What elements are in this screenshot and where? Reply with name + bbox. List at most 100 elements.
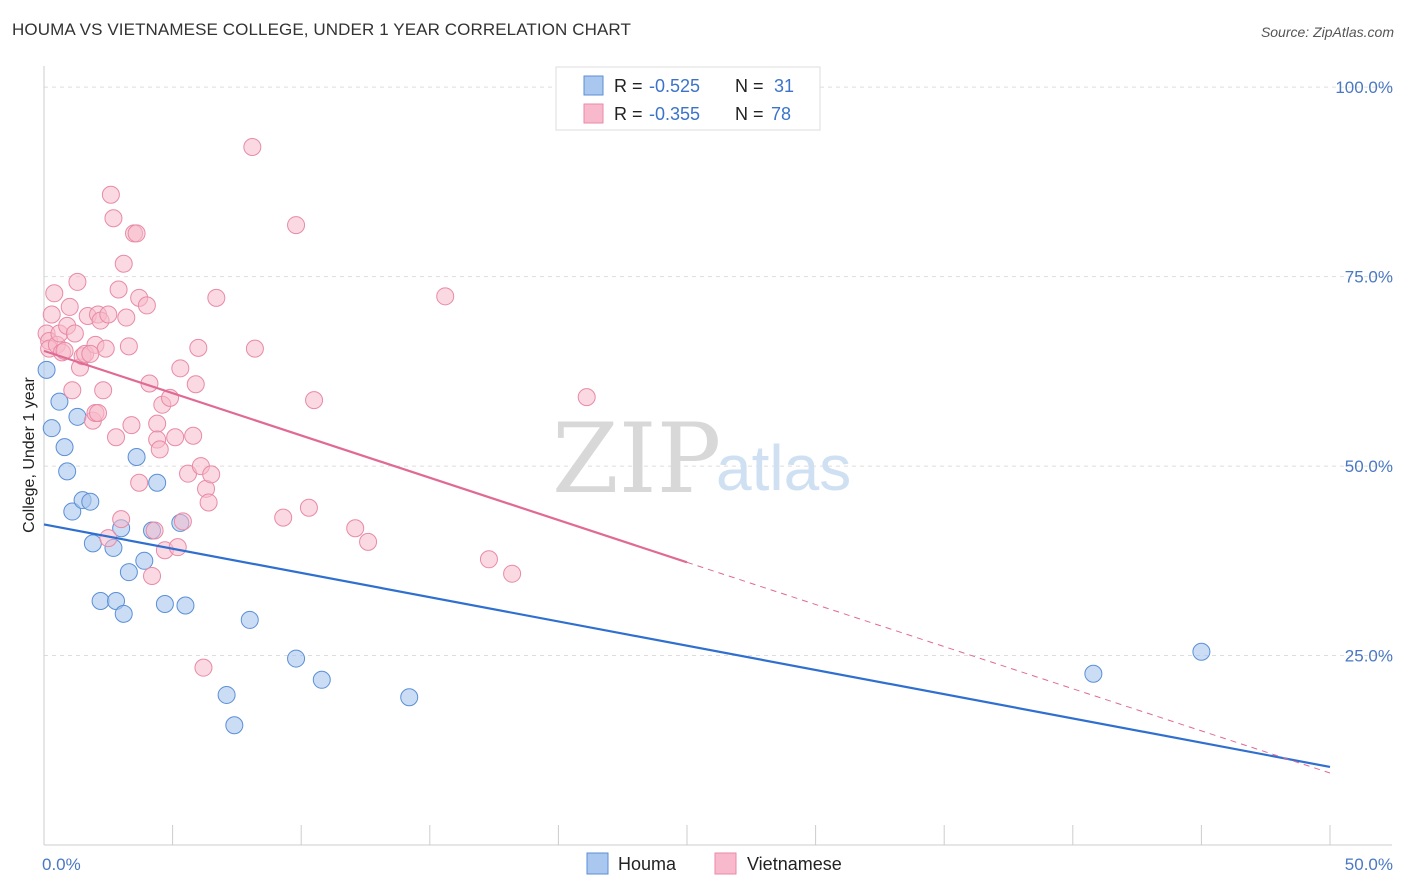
data-point-vietnamese [99,305,118,324]
data-point-houma [50,392,69,411]
legend-n-value-vietnamese: 78 [771,104,791,124]
data-point-vietnamese [148,414,167,433]
legend-n-label-houma: N = [735,76,764,96]
legend: R = -0.525 N = 31 R = -0.355 N = 78 [555,66,821,131]
y-axis-label: College, Under 1 year [21,377,38,533]
legend-swatch-vietnamese [583,103,604,124]
data-point-vietnamese [577,388,596,407]
data-point-vietnamese [359,532,378,551]
data-point-vietnamese [119,337,138,356]
data-point-vietnamese [145,521,164,540]
data-point-vietnamese [243,138,262,157]
data-point-houma [240,610,259,629]
data-point-vietnamese [143,566,162,585]
legend-n-label-vietnamese: N = [735,104,764,124]
legend-r-label-houma: R = [614,76,643,96]
chart-title: HOUMA VS VIETNAMESE COLLEGE, UNDER 1 YEA… [12,20,631,39]
data-point-vietnamese [299,498,318,517]
data-point-vietnamese [109,280,128,299]
data-point-vietnamese [94,381,113,400]
y-tick-label: 25.0% [1345,647,1393,666]
data-point-vietnamese [45,284,64,303]
data-point-vietnamese [184,426,203,445]
data-point-vietnamese [287,216,306,235]
data-point-vietnamese [173,512,192,531]
y-tick-label: 50.0% [1345,457,1393,476]
y-tick-labels: 25.0% 50.0% 75.0% 100.0% [1335,78,1393,665]
data-point-houma [37,360,56,379]
data-point-houma [63,502,82,521]
data-point-vietnamese [101,185,120,204]
data-point-houma [68,407,87,426]
legend-n-value-houma: 31 [774,76,794,96]
data-point-vietnamese [274,508,293,527]
data-point-vietnamese [117,308,136,327]
data-point-houma [225,716,244,735]
legend-r-value-houma: -0.525 [649,76,700,96]
data-point-houma [400,688,419,707]
watermark-atlas: atlas [716,432,851,504]
trend-line-vietnamese [43,349,688,564]
data-point-houma [1192,642,1211,661]
data-point-vietnamese [186,375,205,394]
data-point-houma [81,492,100,511]
data-point-houma [127,447,146,466]
data-point-houma [148,473,167,492]
data-point-vietnamese [63,381,82,400]
data-point-vietnamese [60,297,79,316]
watermark-zip: ZIP [552,403,721,515]
data-point-houma [155,595,174,614]
data-point-houma [217,685,236,704]
data-point-vietnamese [166,428,185,447]
bottom-legend-vietnamese: Vietnamese [747,854,842,874]
data-point-houma [55,438,74,457]
x-tick-labels: 0.0% 50.0% [42,855,1393,874]
data-point-houma [83,534,102,553]
y-tick-label: 100.0% [1335,78,1393,97]
source-label: Source: ZipAtlas.com [1260,24,1394,40]
data-point-houma [91,591,110,610]
data-point-vietnamese [202,465,221,484]
data-point-vietnamese [436,287,455,306]
data-point-houma [135,551,154,570]
legend-r-value-vietnamese: -0.355 [649,104,700,124]
trend-line-vietnamese-extension [686,561,1331,774]
data-point-houma [1084,664,1103,683]
x-tick-label: 50.0% [1345,855,1393,874]
data-point-vietnamese [199,493,218,512]
data-point-vietnamese [305,391,324,410]
data-point-houma [58,462,77,481]
data-point-vietnamese [245,339,264,358]
data-point-houma [312,670,331,689]
data-point-vietnamese [171,359,190,378]
data-point-vietnamese [104,209,123,228]
data-point-vietnamese [89,404,108,423]
data-point-vietnamese [168,538,187,557]
data-point-vietnamese [68,272,87,291]
data-point-vietnamese [137,296,156,315]
trend-lines [43,349,1331,774]
data-point-vietnamese [130,473,149,492]
data-point-vietnamese [112,510,131,529]
x-tick-label: 0.0% [42,855,81,874]
data-point-vietnamese [65,324,84,343]
data-point-vietnamese [107,428,126,447]
data-point-vietnamese [150,440,169,459]
data-point-vietnamese [189,338,208,357]
data-point-houma [119,563,138,582]
data-point-houma [42,419,61,438]
grid-lines [44,86,1392,657]
data-point-houma [114,604,133,623]
bottom-legend-swatch-vietnamese [714,852,737,875]
bottom-legend-houma: Houma [618,854,677,874]
bottom-legend-swatch-houma [586,852,609,875]
data-point-vietnamese [346,519,365,538]
data-point-vietnamese [503,564,522,583]
legend-r-label-vietnamese: R = [614,104,643,124]
axes [43,66,1392,846]
bottom-legend: Houma Vietnamese [586,852,842,875]
data-point-vietnamese [96,339,115,358]
data-point-vietnamese [81,344,100,363]
data-point-vietnamese [127,224,146,243]
